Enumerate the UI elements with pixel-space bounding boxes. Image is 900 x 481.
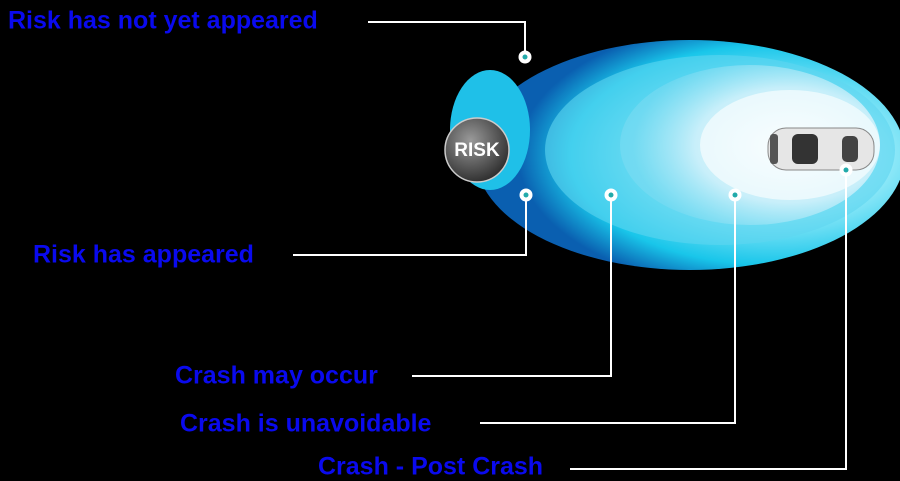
- car: [768, 128, 874, 170]
- stage-label: Risk has not yet appeared: [8, 7, 318, 35]
- diagram: RISK Risk has not yet appeared Risk has …: [0, 0, 900, 481]
- risk-badge: RISK: [445, 118, 509, 182]
- stage-label: Crash is unavoidable: [180, 410, 432, 438]
- connector: [293, 195, 526, 255]
- stage-label: Crash - Post Crash: [318, 453, 543, 481]
- connector: [368, 22, 525, 57]
- stage-label: Crash may occur: [175, 362, 378, 390]
- stage-label: Risk has appeared: [33, 241, 254, 269]
- badge-text: RISK: [454, 140, 500, 161]
